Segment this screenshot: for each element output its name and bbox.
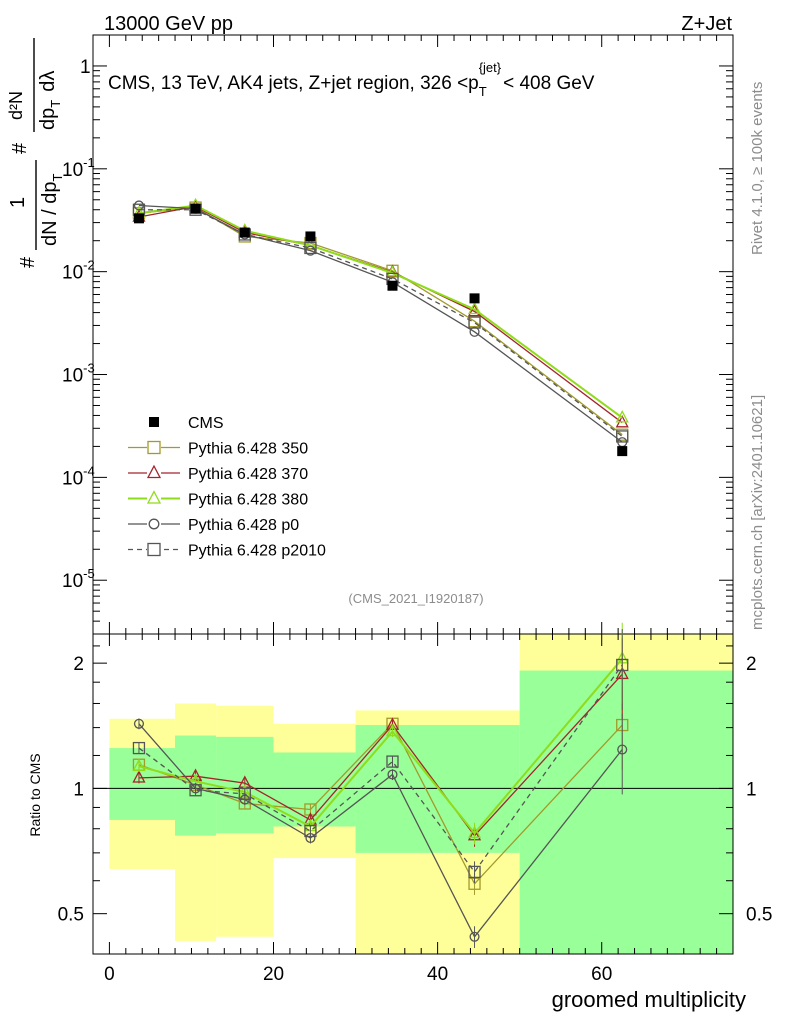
- ratio-y-tick-label: 1: [73, 779, 84, 800]
- cms-point: [190, 203, 201, 214]
- mcplots-label: mcplots.cern.ch [arXiv:2401.10621]: [749, 395, 766, 630]
- series-point-2: [615, 410, 629, 423]
- ratio-point-4: [386, 755, 399, 768]
- ratio-point-4: [132, 741, 146, 755]
- axis-ticks: 0 20 40 60 10-5 10-4 10-3 10-2 10-1 1 0.5 0.5 1 1 2 2: [58, 34, 772, 985]
- x-tick-label: 40: [427, 964, 448, 985]
- ratio-y-tick-label-right: 1: [746, 779, 757, 800]
- series-point-4: [468, 316, 481, 329]
- main-series-layer: [132, 197, 629, 457]
- cms-point: [305, 231, 316, 242]
- cms-point: [617, 446, 628, 457]
- plot-title: CMS, 13 TeV, AK4 jets, Z+jet region, 326…: [108, 60, 595, 99]
- ratio-y-tick-label: 0.5: [58, 905, 84, 926]
- ylabel-den1-text: dN / dp: [39, 182, 61, 246]
- title-sup: {jet}: [479, 60, 502, 75]
- cms-point: [239, 227, 250, 238]
- x-tick-label: 0: [104, 964, 115, 985]
- x-axis-label: groomed multiplicity: [552, 987, 746, 1012]
- legend-marker-cms: [149, 417, 159, 427]
- ratio-point-3: [387, 769, 398, 780]
- ratio-panel-frame: [92, 633, 734, 955]
- ylabel-den2: dpTdλ: [37, 71, 63, 130]
- ylabel-den2-sub: T: [48, 100, 63, 108]
- series-line-0: [138, 206, 623, 436]
- legend-marker-5: [147, 542, 161, 557]
- ratio-point-2: [385, 723, 400, 737]
- ylabel-den1: dN / dpT: [39, 174, 65, 246]
- ratio-point-4: [304, 824, 317, 838]
- process-label: Z+Jet: [681, 13, 732, 35]
- ylabel-hash-2: #: [9, 142, 31, 154]
- legend-label: Pythia 6.428 380: [188, 492, 308, 509]
- ratio-point-3: [469, 931, 480, 942]
- series-line-3: [138, 204, 623, 443]
- x-tick-label: 20: [263, 964, 284, 985]
- ylabel-num2: d²N: [6, 91, 26, 120]
- series-point-3: [305, 245, 316, 256]
- y-tick-label: 10-1: [62, 155, 95, 181]
- legend-marker-bg: [147, 440, 161, 455]
- ratio-point-3: [133, 718, 144, 729]
- ylabel-hash-1: #: [17, 256, 39, 268]
- ratio-point-4: [189, 784, 202, 797]
- main-y-label: # 1 dN / dpT # d²N dpTdλ: [6, 38, 65, 268]
- ratio-point-2: [132, 758, 146, 772]
- y-tick-label: 1: [80, 57, 91, 78]
- series-point-4: [616, 430, 629, 443]
- legend: CMS Pythia 6.428 350 Pythia 6.428 370 Pythi…: [128, 415, 326, 560]
- cms-point: [387, 280, 398, 291]
- ratio-point-4: [616, 658, 629, 672]
- title-main: CMS, 13 TeV, AK4 jets, Z+jet region, 326…: [108, 73, 479, 94]
- series-line-1: [138, 205, 623, 424]
- ratio-y-tick-label-right: 2: [746, 654, 757, 675]
- y-tick-label: 10-4: [62, 463, 95, 489]
- ratio-point-2: [467, 825, 482, 839]
- cms-point: [469, 293, 480, 304]
- series-line-4: [138, 209, 623, 437]
- series-point-2: [467, 301, 482, 315]
- title-tail: < 408 GeV: [503, 73, 595, 94]
- ratio-y-tick-label: 2: [73, 654, 84, 675]
- rivet-label: Rivet 4.1.0, ≥ 100k events: [749, 82, 766, 255]
- y-tick-label: 10-2: [62, 258, 95, 284]
- energy-label: 13000 GeV pp: [104, 13, 233, 35]
- legend-label: Pythia 6.428 370: [188, 466, 308, 483]
- ratio-point-4: [238, 787, 251, 801]
- series-point-4: [304, 241, 317, 255]
- ratio-uncertainty-bands: [93, 634, 733, 954]
- ratio-point-1: [132, 770, 146, 783]
- green-band-5: [519, 670, 733, 954]
- series-line-2: [138, 204, 623, 419]
- legend-marker-bg: [147, 466, 161, 480]
- ratio-point-4: [468, 865, 481, 879]
- y-tick-label: 10-3: [62, 361, 95, 387]
- legend-marker-1: [147, 440, 161, 455]
- series-point-2: [303, 237, 318, 251]
- legend-marker-4: [148, 518, 160, 530]
- ylabel-den1-sub: T: [50, 174, 65, 182]
- legend-marker-3: [146, 490, 162, 504]
- legend-marker-2: [146, 464, 162, 479]
- ylabel-one: 1: [7, 197, 29, 208]
- legend-marker-bg: [147, 491, 161, 506]
- legend-marker-bg: [147, 542, 161, 557]
- ratio-series-layer: [132, 622, 629, 948]
- ratio-y-tick-label-right: 0.5: [746, 905, 772, 926]
- legend-label: Pythia 6.428 p0: [188, 517, 299, 534]
- legend-label: CMS: [188, 415, 224, 432]
- x-tick-label: 60: [591, 964, 612, 985]
- ylabel-den2-tail: dλ: [37, 71, 59, 92]
- ylabel-den2-text: dp: [37, 108, 59, 130]
- ratio-y-label: Ratio to CMS: [27, 753, 43, 836]
- y-tick-label: 10-5: [62, 566, 95, 592]
- legend-label: Pythia 6.428 p2010: [188, 543, 326, 560]
- cms-point: [133, 213, 144, 224]
- title-sub: T: [479, 84, 487, 99]
- green-band-0: [109, 748, 176, 820]
- ratio-point-3: [617, 744, 628, 755]
- legend-label: Pythia 6.428 350: [188, 441, 308, 458]
- analysis-id: (CMS_2021_I1920187): [348, 591, 483, 606]
